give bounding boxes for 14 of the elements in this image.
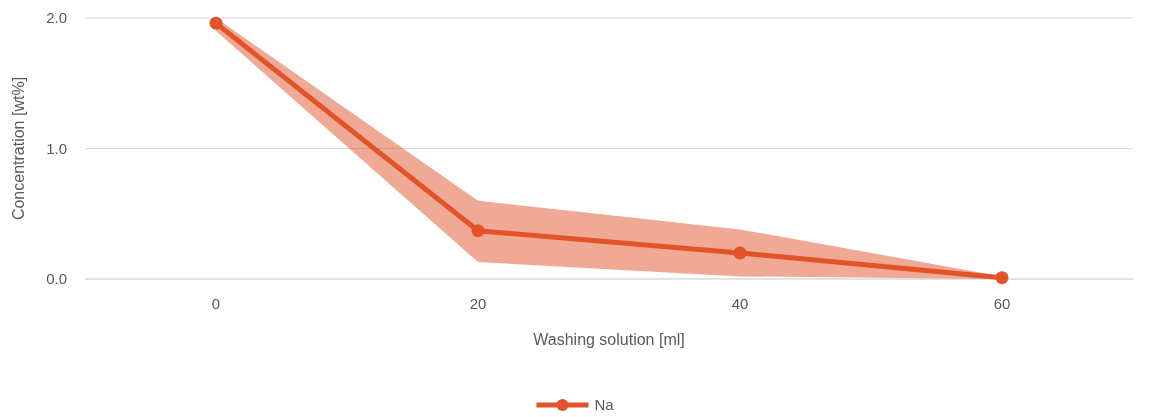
y-tick-label: 2.0	[46, 9, 67, 27]
y-tick-label: 1.0	[46, 139, 67, 157]
point	[733, 246, 747, 260]
y-tick-label: 0.0	[46, 270, 67, 288]
x-tick-label: 0	[211, 295, 221, 312]
x-tick-label: 40	[731, 295, 749, 312]
x-axis-title: Washing solution [ml]	[533, 331, 685, 348]
point	[209, 16, 223, 30]
point	[471, 224, 485, 238]
x-tick-label: 20	[469, 295, 487, 312]
point	[995, 271, 1009, 285]
x-tick-label: 60	[993, 295, 1011, 312]
legend-label: Na	[594, 396, 615, 414]
y-axis-title: Concentration [wt%]	[10, 76, 27, 221]
